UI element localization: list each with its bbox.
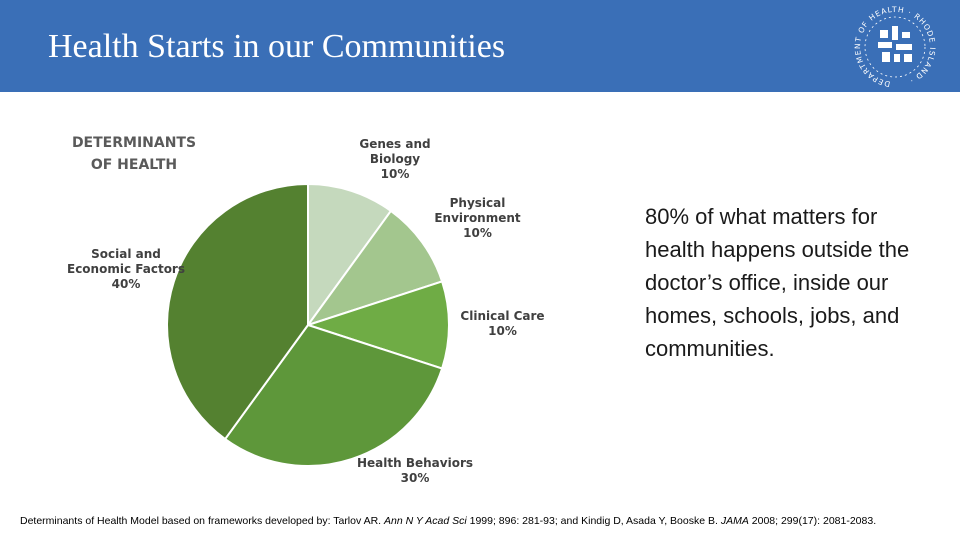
citation-prefix: Determinants of Health Model based on fr… — [20, 515, 384, 527]
chart-title-line-2: OF HEALTH — [90, 157, 178, 173]
header-bar: Health Starts in our Communities DEPARTM… — [0, 0, 960, 92]
slice-label-social-economic: Social and Economic Factors 40% — [62, 247, 190, 292]
slice-label-clinical-care: Clinical Care 10% — [455, 309, 550, 339]
pie-slice-genes-and-biology — [307, 182, 393, 329]
slice-label-physical-line-1: Physical — [449, 196, 506, 210]
slice-label-clinical-line-1: Clinical Care — [460, 309, 545, 323]
slice-label-health-behaviors: Health Behaviors 30% — [350, 456, 480, 486]
slice-label-genes-line-2: Biology — [369, 152, 421, 166]
citation-footer: Determinants of Health Model based on fr… — [20, 515, 950, 527]
rhode-island-department-of-health-logo-icon: DEPARTMENT OF HEALTH · RHODE ISLAND · — [853, 5, 936, 89]
pie-slice-clinical-care — [304, 280, 450, 370]
citation-mid: 1999; 896: 281-93; and Kindig D, Asada Y… — [466, 515, 721, 527]
slice-label-physical-environment: Physical Environment 10% — [430, 196, 525, 241]
slice-label-genes-line-1: Genes and — [359, 137, 431, 151]
citation-journal-2: JAMA — [720, 515, 749, 527]
chart-title-line-1: DETERMINANTS — [71, 135, 197, 151]
slice-label-genes-biology: Genes and Biology 10% — [355, 137, 435, 182]
citation-journal-1: Ann N Y Acad Sci — [384, 515, 467, 527]
slice-value-genes: 10% — [380, 167, 410, 181]
slice-value-clinical: 10% — [488, 324, 517, 338]
slice-label-social-line-1: Social and — [91, 247, 161, 261]
chart-title: DETERMINANTS OF HEALTH — [62, 132, 206, 176]
callout-text: 80% of what matters for health happens o… — [645, 204, 910, 361]
pie-slice-physical-environment — [305, 209, 444, 327]
slice-label-physical-line-2: Environment — [434, 211, 521, 225]
citation-suffix: 2008; 299(17): 2081-2083. — [748, 515, 877, 527]
slice-label-social-line-2: Economic Factors — [67, 262, 185, 276]
pie-slice-health-behaviors — [223, 323, 444, 467]
slice-value-physical: 10% — [463, 226, 492, 240]
slice-value-behaviors: 30% — [400, 471, 430, 485]
pie-slice-social-and-economic-factors — [166, 182, 309, 441]
slice-value-social: 40% — [111, 277, 141, 291]
slice-label-behaviors-line-1: Health Behaviors — [356, 456, 473, 470]
slide-title: Health Starts in our Communities — [48, 28, 506, 65]
